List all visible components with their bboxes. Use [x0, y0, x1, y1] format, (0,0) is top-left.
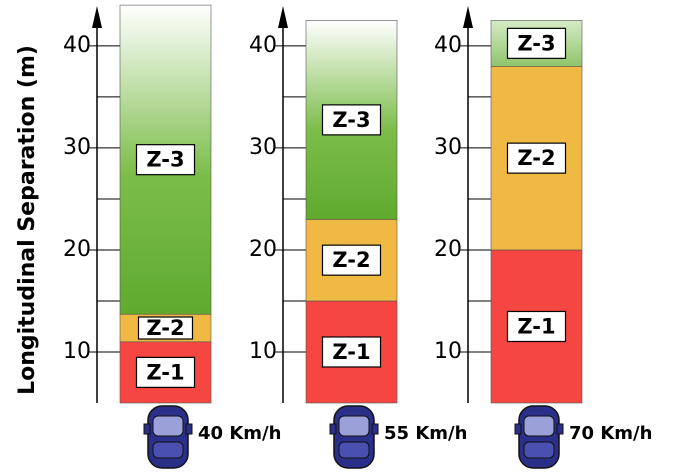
zone-label-group: Z-2: [506, 142, 567, 174]
y-tick-label: 40: [434, 33, 462, 58]
zone-label-group: Z-1: [506, 310, 567, 343]
zone-label-box: [321, 244, 382, 276]
zone-label: Z-1: [517, 314, 555, 338]
zone-label-group: Z-2: [321, 244, 382, 276]
zone-label-box: [135, 144, 196, 176]
y-tick-label: 10: [63, 339, 91, 364]
zone-label-group: Z-1: [321, 336, 382, 368]
zone-label-box: [506, 27, 567, 59]
y-tick-label: 40: [249, 33, 277, 58]
y-tick-label: 10: [434, 339, 462, 364]
zone-label-box: [321, 104, 382, 136]
car-icon: [329, 405, 379, 469]
zone-label: Z-3: [146, 148, 184, 172]
zone-label-box: [321, 336, 382, 368]
speed-label: 70 Km/h: [569, 423, 652, 444]
y-tick-label: 20: [434, 237, 462, 262]
y-tick-label: 40: [63, 33, 91, 58]
zone-label: Z-2: [517, 146, 555, 170]
y-tick-label: 30: [249, 135, 277, 160]
y-tick-label: 30: [63, 135, 91, 160]
zone-label-box: [506, 310, 567, 343]
zone-label-group: Z-1: [135, 356, 196, 388]
zone-label: Z-3: [517, 31, 555, 55]
speed-label: 40 Km/h: [198, 423, 281, 444]
y-tick-label: 30: [434, 135, 462, 160]
zone-label: Z-2: [146, 316, 184, 340]
zone-label: Z-1: [332, 340, 370, 364]
y-axis-title: Longitudinal Separation (m): [15, 45, 40, 395]
y-tick-label: 20: [249, 237, 277, 262]
y-tick-label: 20: [63, 237, 91, 262]
zone-label-group: Z-3: [506, 27, 567, 59]
zone-label-group: Z-3: [135, 144, 196, 176]
zone-label: Z-2: [332, 248, 370, 272]
zone-label: Z-3: [332, 108, 370, 132]
axis-arrow: [463, 6, 473, 28]
zone-label-group: Z-3: [321, 104, 382, 136]
car-icon: [514, 405, 564, 469]
zone-label-box: [506, 142, 567, 174]
zone-label: Z-1: [146, 360, 184, 384]
y-tick-label: 10: [249, 339, 277, 364]
car-icon: [143, 405, 193, 469]
zone-label-group: Z-2: [137, 316, 194, 340]
zone-label-box: [137, 316, 194, 340]
speed-label: 55 Km/h: [384, 423, 467, 444]
axis-arrow: [92, 6, 102, 28]
zone-label-box: [135, 356, 196, 388]
axis-arrow: [278, 6, 288, 28]
